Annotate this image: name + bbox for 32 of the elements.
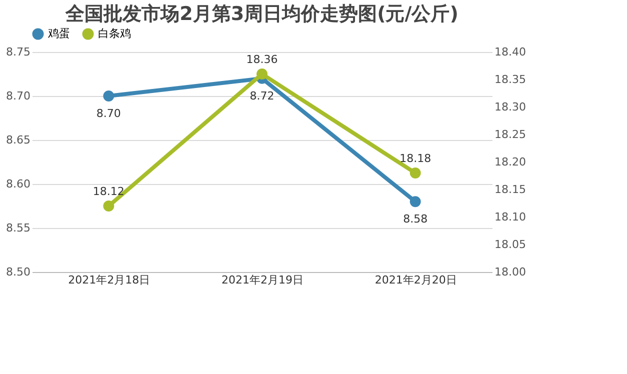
- y2-tick-label: 18.05: [494, 238, 526, 251]
- point: [256, 68, 268, 80]
- y2-tick-label: 18.40: [494, 46, 526, 58]
- y-tick-label: 8.70: [6, 90, 30, 102]
- y2-tick-label: 18.35: [494, 73, 526, 86]
- data-label: 8.58: [403, 212, 428, 226]
- legend-label: 鸡蛋: [47, 27, 70, 40]
- y2-tick-label: 18.30: [494, 100, 526, 114]
- data-label: 18.12: [92, 185, 124, 198]
- data-label: 8.72: [250, 89, 274, 102]
- y2-tick-label: 18.10: [494, 210, 526, 224]
- chart-title: 全国批发市场2月第3周日均价走势图(元/公斤): [64, 3, 458, 25]
- x-tick-label: 2021年2月20日: [374, 274, 457, 286]
- y2-tick-label: 18.00: [494, 266, 526, 278]
- x-tick-label: 2021年2月18日: [68, 274, 150, 286]
- y2-tick-label: 18.15: [494, 183, 526, 196]
- legend-label: 白条鸡: [98, 27, 131, 40]
- y-tick-label: 8.50: [6, 266, 30, 278]
- x-tick-label: 2021年2月19日: [222, 274, 304, 286]
- data-label: 18.36: [246, 53, 278, 66]
- y2-tick-label: 18.20: [494, 156, 526, 168]
- point: [103, 90, 114, 102]
- y-tick-label: 8.55: [6, 222, 30, 234]
- data-label: 8.70: [96, 107, 121, 120]
- data-label: 18.18: [400, 152, 432, 165]
- y-tick-label: 8.65: [6, 134, 30, 146]
- y2-tick-label: 18.25: [494, 128, 526, 141]
- point: [410, 168, 421, 178]
- y-tick-label: 8.75: [6, 46, 30, 58]
- y-tick-label: 8.60: [6, 178, 30, 190]
- point: [410, 196, 421, 208]
- point: [103, 200, 114, 212]
